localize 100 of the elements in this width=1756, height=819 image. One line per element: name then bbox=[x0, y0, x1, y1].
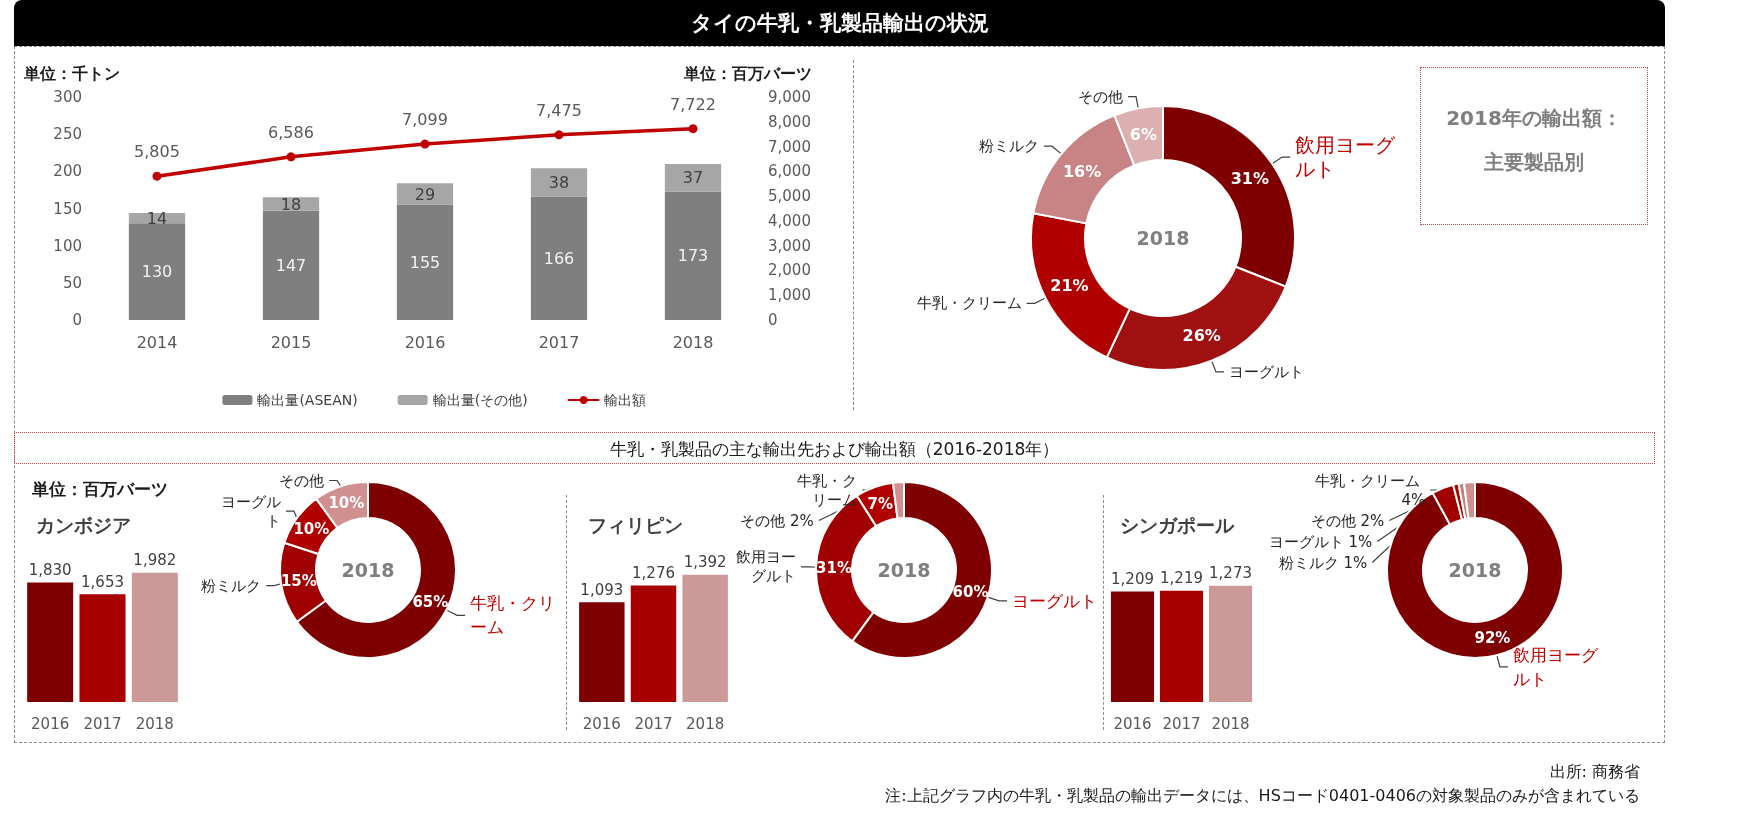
y-tick-label: 150 bbox=[53, 199, 82, 218]
data-label: 7,475 bbox=[536, 100, 582, 120]
slice-label: 牛乳・クリーム bbox=[1315, 471, 1426, 490]
y-tick-label: 200 bbox=[53, 162, 82, 181]
slice-label: その他 2% bbox=[1310, 511, 1385, 530]
bar bbox=[396, 183, 454, 205]
x-tick-label: 2018 bbox=[672, 332, 714, 352]
text: 出所: 商務省 bbox=[1549, 762, 1640, 783]
x-tick-label: 2014 bbox=[136, 332, 178, 352]
slice-label: 粉ミルク bbox=[979, 137, 1040, 156]
x-tick-label: 2017 bbox=[1162, 714, 1201, 733]
data-label: 6% bbox=[1129, 125, 1157, 145]
data-label: 10% bbox=[328, 494, 365, 513]
data-label: 14 bbox=[146, 208, 168, 228]
y2-tick-label: 2,000 bbox=[768, 261, 811, 280]
text: 2018年の輸出額：主要製品別 bbox=[1420, 67, 1648, 225]
text: 2018 bbox=[1448, 559, 1502, 581]
point bbox=[554, 130, 564, 140]
data-label: 60% bbox=[952, 582, 989, 601]
data-label: 1,273 bbox=[1209, 564, 1252, 583]
bar bbox=[128, 223, 186, 320]
data-label: 5,805 bbox=[134, 142, 180, 162]
bar bbox=[664, 163, 722, 192]
x-tick-label: 2015 bbox=[270, 332, 312, 352]
data-label: 21% bbox=[1050, 276, 1089, 296]
point bbox=[286, 152, 296, 162]
data-label: 166 bbox=[543, 248, 575, 268]
slice-label: 粉ミルク 1% bbox=[1278, 553, 1368, 572]
y2-tick-label: 5,000 bbox=[768, 187, 811, 206]
y2-tick-label: 1,000 bbox=[768, 286, 811, 305]
y2-tick-label: 0 bbox=[768, 311, 778, 329]
y2-tick-label: 7,000 bbox=[768, 137, 811, 156]
bar bbox=[262, 210, 320, 320]
data-label: 18 bbox=[280, 194, 302, 214]
data-label: 7,722 bbox=[670, 94, 716, 114]
y2-tick-label: 9,000 bbox=[768, 88, 811, 106]
slice-label: その他 2% bbox=[740, 511, 814, 530]
data-label: 155 bbox=[409, 252, 441, 272]
y-tick-label: 250 bbox=[53, 125, 82, 144]
x-tick-label: 2016 bbox=[582, 714, 621, 733]
chart-title: シンガポール bbox=[1120, 513, 1234, 538]
chart-title: カンボジア bbox=[36, 513, 131, 538]
data-label: 31% bbox=[1230, 169, 1269, 189]
data-label: 16% bbox=[1062, 161, 1102, 181]
data-label: 7,099 bbox=[402, 110, 448, 130]
slice-label: 飲用ヨーグルト bbox=[1512, 644, 1599, 689]
x-tick-label: 2017 bbox=[83, 714, 122, 733]
slice-label: 粉ミルク bbox=[201, 576, 262, 595]
y2-tick-label: 8,000 bbox=[768, 112, 811, 131]
y-tick-label: 300 bbox=[53, 88, 82, 106]
data-label: 1,093 bbox=[580, 580, 624, 599]
slice-label: 飲用ヨーグルト bbox=[736, 548, 797, 586]
slice-label: 飲用ヨーグルト bbox=[1295, 133, 1397, 182]
data-label: 1,219 bbox=[1160, 569, 1203, 588]
data-label: 1,982 bbox=[133, 551, 177, 570]
data-label: 7% bbox=[867, 495, 894, 514]
data-label: 15% bbox=[280, 571, 317, 590]
data-label: 1,276 bbox=[632, 563, 675, 582]
point bbox=[152, 171, 162, 181]
text: タイの牛乳・乳製品輸出の状況 bbox=[14, 0, 1665, 46]
legend-label: 輸出量(その他) bbox=[432, 392, 528, 408]
y-tick-label: 100 bbox=[53, 236, 82, 255]
bar bbox=[530, 196, 588, 320]
slice-label: 牛乳・クリーム bbox=[470, 593, 556, 638]
y-axis-title: 単位：千トン bbox=[23, 63, 120, 83]
chart-title: フィリピン bbox=[588, 513, 683, 538]
slice-label: ヨーグルト bbox=[1229, 362, 1305, 381]
data-label: 29 bbox=[414, 184, 436, 204]
y-tick-label: 50 bbox=[62, 273, 82, 292]
y2-tick-label: 4,000 bbox=[768, 211, 811, 230]
y-axis-title: 単位：百万バーツ bbox=[32, 478, 168, 501]
data-label: 1,209 bbox=[1111, 570, 1154, 589]
x-tick-label: 2018 bbox=[1211, 714, 1250, 733]
data-label: 4% bbox=[1401, 490, 1426, 509]
x-tick-label: 2016 bbox=[31, 714, 70, 733]
x-tick-label: 2018 bbox=[686, 714, 725, 733]
slice-label: ヨーグルト bbox=[1012, 590, 1098, 611]
text: 注:上記グラフ内の牛乳・乳製品の輸出データには、HSコード0401-0406の対象製品のみが含まれている bbox=[885, 786, 1640, 807]
legend-label: 輸出量(ASEAN) bbox=[257, 392, 358, 408]
y-tick-label: 0 bbox=[72, 311, 82, 329]
point bbox=[420, 139, 430, 149]
legend-label: 輸出額 bbox=[603, 392, 646, 408]
slice-label: ヨーグルト 1% bbox=[1268, 532, 1373, 551]
bar bbox=[396, 204, 454, 320]
point bbox=[688, 124, 698, 134]
text: 2018 bbox=[1136, 227, 1190, 249]
data-label: 6,586 bbox=[268, 122, 314, 142]
bar bbox=[530, 168, 588, 197]
y2-axis-title: 単位：百万バーツ bbox=[683, 63, 812, 83]
data-label: 1,392 bbox=[683, 553, 727, 572]
y2-tick-label: 3,000 bbox=[768, 236, 811, 255]
data-label: 173 bbox=[677, 246, 709, 266]
data-label: 92% bbox=[1474, 628, 1511, 647]
data-label: 38 bbox=[548, 172, 570, 192]
slice-label: ヨーグルト bbox=[220, 492, 281, 530]
x-tick-label: 2016 bbox=[1113, 714, 1152, 733]
x-tick-label: 2018 bbox=[135, 714, 174, 733]
text: 2018 bbox=[877, 559, 931, 581]
text: 2018 bbox=[341, 559, 395, 581]
x-tick-label: 2016 bbox=[404, 332, 446, 352]
